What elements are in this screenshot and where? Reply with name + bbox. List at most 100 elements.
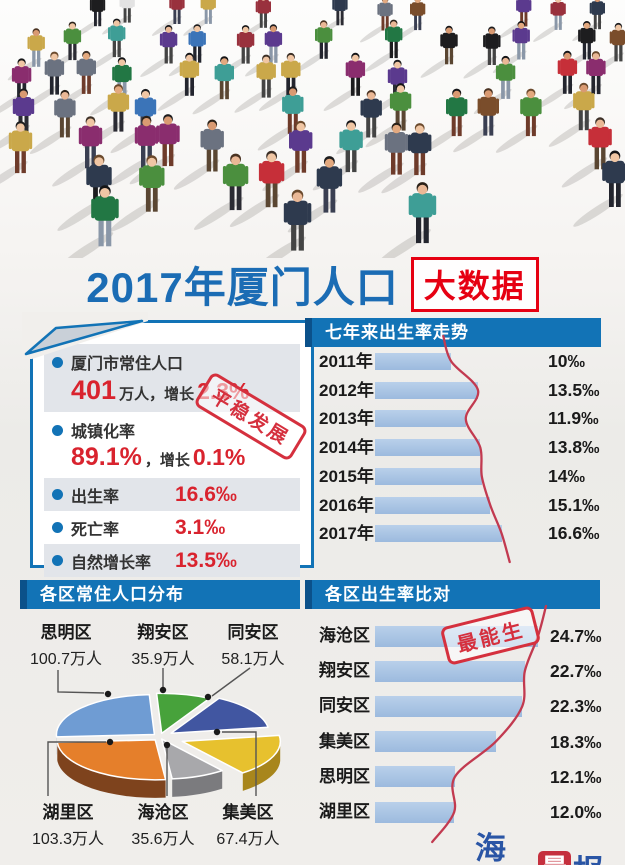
title-badge: 大数据 [410, 257, 539, 312]
bar [375, 525, 502, 543]
person-figure [257, 86, 304, 151]
trend-row: 2017年 16.6‰ [305, 521, 601, 546]
person-figure [295, 20, 333, 73]
birth-rate-trend-chart: 七年来出生率走势 2011年 10‰ 2012年 13.5‰ 2013年 11.9‰ 201… [305, 318, 601, 568]
person-figure [323, 52, 366, 111]
person-figure [463, 26, 501, 79]
trend-row: 2015年 14‰ [305, 464, 601, 489]
trend-chart-header: 七年来出生率走势 [305, 318, 601, 347]
value-label: 16.6‰ [548, 523, 600, 544]
value-label: 22.7‰ [550, 661, 602, 682]
person-figure [234, 54, 276, 113]
urbanization-label: 城镇化率 [71, 424, 136, 441]
district-chart-header: 各区出生率比对 [305, 580, 600, 609]
value-label: 11.9‰ [548, 408, 599, 429]
category-label: 湖里区 [319, 802, 370, 821]
death-rate-row: 死亡率 3.1‰ [44, 511, 300, 544]
natural-growth-value: 13.5‰ [175, 548, 237, 572]
category-label: 集美区 [319, 731, 370, 751]
pie-label-siming: 思明区 100.7万人 [29, 623, 103, 668]
category-label: 翔安区 [319, 661, 370, 681]
person-figure [548, 82, 595, 147]
bullet-icon [52, 424, 63, 436]
bar [375, 801, 454, 823]
value-label: 18.3‰ [550, 731, 602, 752]
trend-row: 2012年 13.5‰ [305, 378, 601, 403]
value-label: 14‰ [548, 465, 585, 486]
category-label: 思明区 [319, 766, 370, 786]
newspaper-logo: 海西 晨 报 [475, 823, 605, 865]
pie-chart-header: 各区常住人口分布 [20, 580, 300, 609]
bar [375, 439, 480, 457]
person-figure [157, 52, 200, 111]
urbanization-unit: ，增长 [144, 452, 190, 469]
person-figure [535, 50, 578, 109]
pie-label-haicang: 海沧区 35.6万人 [131, 803, 195, 848]
birth-rate-label: 出生率 [71, 488, 120, 506]
category-label: 2016年 [319, 495, 374, 515]
birth-rate-row: 出生率 16.6‰ [44, 478, 300, 511]
person-figure [173, 119, 224, 190]
person-figure [52, 116, 103, 187]
person-figure [192, 56, 234, 115]
bar [375, 496, 490, 514]
value-label: 12.0‰ [550, 802, 602, 822]
category-label: 2012年 [319, 380, 374, 400]
value-label: 13.8‰ [548, 437, 600, 458]
population-pie-chart [47, 667, 282, 798]
value-label: 24.7‰ [550, 626, 602, 646]
title-text: 2017年厦门人口 [86, 264, 399, 311]
page-title: 2017年厦门人口 大数据 [0, 254, 625, 315]
person-figure [88, 18, 126, 71]
trend-row: 2014年 13.8‰ [305, 435, 601, 460]
bar [375, 695, 522, 717]
bullet-icon [52, 522, 63, 533]
summary-panel: 厦门市常住人口 401 万人，增长 2.3% 城镇化率 89.1% ，增长 0.… [30, 320, 314, 577]
person-figure [420, 25, 458, 78]
person-figure [259, 52, 301, 111]
person-figure [59, 185, 119, 258]
category-label: 海沧区 [319, 626, 370, 645]
category-label: 2013年 [319, 409, 374, 429]
trend-row: 2016年 15.1‰ [305, 493, 601, 518]
death-rate-label: 死亡率 [71, 521, 120, 539]
district-row: 集美区 18.3‰ [305, 727, 605, 757]
person-figure [377, 182, 437, 258]
value-label: 10‰ [548, 351, 585, 371]
pie-label-xiangan: 翔安区 35.9万人 [131, 623, 195, 668]
person-figure [365, 19, 403, 72]
logo-text-bao: 报 [573, 846, 605, 865]
person-figure [421, 88, 468, 153]
value-label: 22.3‰ [550, 696, 602, 717]
person-figure [29, 89, 76, 154]
logo-seal-icon: 晨 [537, 850, 571, 865]
person-figure [0, 121, 33, 192]
person-figure [229, 150, 285, 227]
district-row: 思明区 12.1‰ [305, 762, 605, 792]
person-figure [561, 117, 612, 188]
value-label: 15.1‰ [548, 494, 600, 515]
urbanization-row: 城镇化率 89.1% ，增长 0.1% [44, 412, 300, 478]
death-rate-value: 3.1‰ [175, 515, 226, 539]
bar [375, 410, 466, 428]
person-figure [359, 0, 393, 43]
person-figure [573, 150, 625, 227]
person-figure [193, 153, 249, 230]
value-label: 12.1‰ [550, 766, 602, 787]
person-figure [140, 25, 178, 77]
resident-number: 401 [71, 375, 117, 405]
resident-unit: 万人，增长 [119, 386, 195, 403]
bullet-icon [52, 356, 63, 368]
bullet-icon [52, 489, 63, 500]
bar [375, 731, 496, 753]
person-figure [381, 123, 432, 194]
birth-rate-value: 16.6‰ [175, 482, 237, 506]
person-figure [358, 122, 409, 193]
logo-text-haixi: 海西 [475, 831, 507, 865]
trend-row: 2013年 11.9‰ [305, 406, 601, 431]
person-figure [495, 88, 542, 153]
category-label: 2017年 [319, 524, 374, 544]
person-figure [533, 0, 566, 42]
natural-growth-row: 自然增长率 13.5‰ [44, 544, 300, 577]
